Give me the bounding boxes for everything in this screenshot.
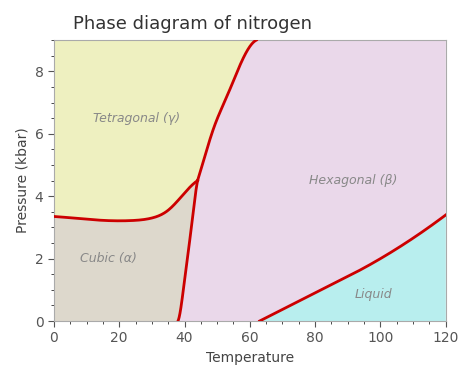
Polygon shape bbox=[54, 40, 256, 221]
Polygon shape bbox=[54, 180, 198, 321]
X-axis label: Temperature: Temperature bbox=[206, 351, 294, 365]
Text: Tetragonal (γ): Tetragonal (γ) bbox=[93, 112, 180, 125]
Text: Phase diagram of nitrogen: Phase diagram of nitrogen bbox=[73, 15, 312, 33]
Y-axis label: Pressure (kbar): Pressure (kbar) bbox=[15, 128, 29, 233]
Text: Cubic (α): Cubic (α) bbox=[80, 252, 137, 265]
Polygon shape bbox=[260, 215, 446, 321]
Text: Liquid: Liquid bbox=[355, 288, 392, 301]
Text: Hexagonal (β): Hexagonal (β) bbox=[309, 174, 397, 187]
Polygon shape bbox=[178, 40, 446, 321]
